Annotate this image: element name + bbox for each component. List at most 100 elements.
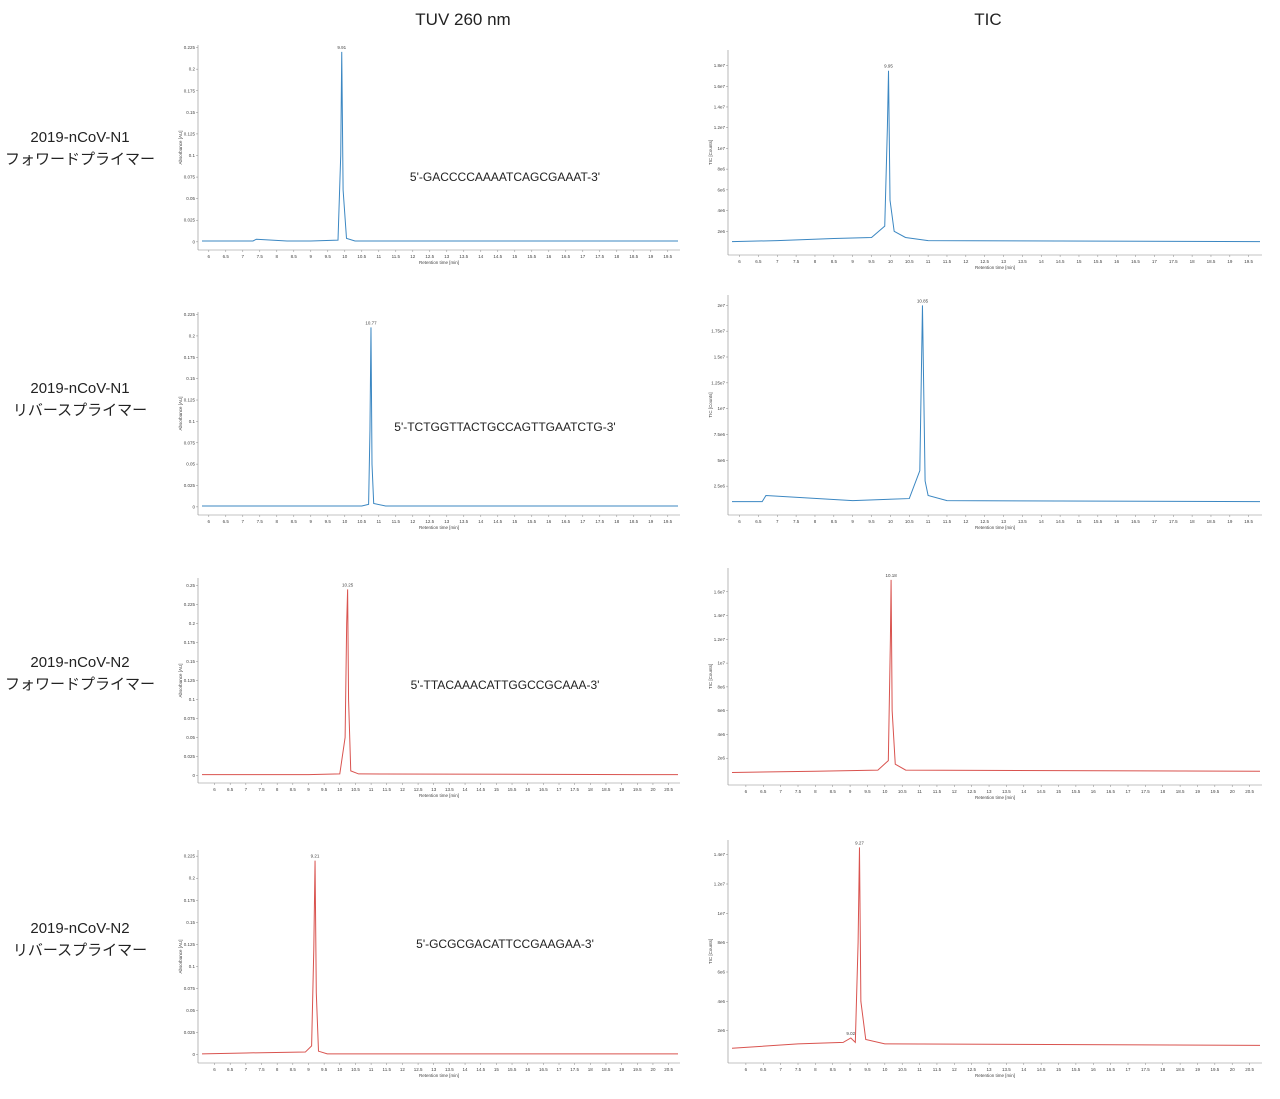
x-tick-label: 16.5: [539, 1067, 548, 1072]
x-tick-label: 8: [814, 259, 817, 264]
x-tick-label: 15.5: [527, 519, 536, 524]
y-tick-label: 0.05: [186, 1008, 195, 1013]
x-tick-label: 6.5: [227, 1067, 234, 1072]
x-tick-label: 11: [369, 787, 374, 792]
x-tick-label: 16: [1114, 259, 1120, 264]
x-tick-label: 18.5: [602, 787, 611, 792]
x-tick-label: 19: [648, 519, 654, 524]
x-tick-label: 20: [1230, 1067, 1236, 1072]
y-tick-label: 1.75e7: [711, 329, 725, 334]
x-tick-label: 17: [1125, 789, 1131, 794]
x-tick-label: 13: [431, 787, 437, 792]
x-tick-label: 17: [580, 254, 586, 259]
peak-label: 10.25: [342, 582, 354, 587]
x-tick-label: 6.5: [227, 787, 234, 792]
x-tick-label: 20.5: [664, 787, 673, 792]
row-label: リバースプライマー: [13, 402, 147, 419]
x-tick-label: 9: [849, 1067, 852, 1072]
x-tick-label: 11.5: [383, 1067, 392, 1072]
y-tick-label: 0.175: [184, 88, 196, 93]
x-tick-label: 10: [337, 1067, 343, 1072]
x-tick-label: 20.5: [1245, 789, 1254, 794]
y-tick-label: 0.1: [189, 964, 196, 969]
x-tick-label: 12.5: [425, 519, 434, 524]
x-tick-label: 11: [926, 519, 931, 524]
x-tick-label: 19: [1195, 1067, 1201, 1072]
x-tick-label: 13: [987, 1067, 993, 1072]
sequence: 5'-GCGCGACATTCCGAAGAA-3': [416, 937, 594, 951]
y-tick-label: 1.6e7: [714, 84, 726, 89]
x-tick-label: 9: [307, 787, 310, 792]
x-tick-label: 8: [814, 789, 817, 794]
y-tick-label: 0.15: [186, 110, 195, 115]
x-tick-label: 17.5: [1169, 519, 1178, 524]
x-tick-label: 10.5: [351, 787, 360, 792]
y-tick-label: 1.6e7: [714, 589, 726, 594]
chromatogram-line: [731, 847, 1261, 1049]
y-tick-label: 0.175: [184, 355, 196, 360]
x-tick-label: 18.5: [1176, 1067, 1185, 1072]
x-tick-label: 7.5: [793, 259, 800, 264]
y-axis-label: TIC [Counts]: [708, 939, 713, 964]
x-tick-label: 20: [1230, 789, 1236, 794]
y-tick-label: 4e6: [717, 208, 725, 213]
x-tick-label: 13.5: [1018, 259, 1027, 264]
x-tick-label: 6.5: [760, 789, 767, 794]
x-tick-label: 11: [917, 1067, 922, 1072]
x-tick-label: 9: [851, 259, 854, 264]
y-tick-label: 0: [192, 504, 195, 509]
y-tick-label: 1.2e7: [714, 125, 726, 130]
y-tick-label: 0.2: [189, 876, 196, 881]
y-tick-label: 0.075: [184, 175, 196, 180]
x-tick-label: 7.5: [257, 254, 264, 259]
x-tick-label: 17.5: [595, 254, 604, 259]
y-tick-label: 0.25: [186, 583, 195, 588]
y-tick-label: 8e6: [717, 167, 725, 172]
x-tick-label: 15: [1056, 789, 1062, 794]
y-tick-label: 2e6: [717, 1028, 725, 1033]
chromatogram-line: [731, 70, 1261, 243]
x-tick-label: 18: [1190, 519, 1196, 524]
x-tick-label: 16.5: [1106, 789, 1115, 794]
x-tick-label: 13: [431, 1067, 437, 1072]
x-tick-label: 10: [888, 519, 894, 524]
x-tick-label: 7: [245, 787, 248, 792]
row-label: 2019-nCoV-N2: [30, 920, 129, 937]
x-tick-label: 14.5: [493, 254, 502, 259]
x-tick-label: 15: [494, 1067, 500, 1072]
x-tick-label: 7.5: [795, 1067, 802, 1072]
x-tick-label: 11.5: [943, 519, 952, 524]
x-tick-label: 12.5: [967, 789, 976, 794]
x-tick-label: 14: [1039, 519, 1045, 524]
x-tick-label: 14.5: [1037, 789, 1046, 794]
x-tick-label: 10.5: [905, 259, 914, 264]
x-tick-label: 8: [814, 519, 817, 524]
y-tick-label: 1.25e7: [711, 380, 725, 385]
x-tick-label: 11.5: [392, 254, 401, 259]
x-tick-label: 12: [952, 1067, 958, 1072]
x-tick-label: 9: [310, 254, 313, 259]
x-tick-label: 13: [444, 519, 450, 524]
x-tick-label: 8.5: [830, 789, 837, 794]
x-tick-label: 13.5: [445, 1067, 454, 1072]
x-tick-label: 6.5: [755, 259, 762, 264]
row-label: 2019-nCoV-N2: [30, 654, 129, 671]
chromatogram-line: [202, 589, 679, 776]
x-tick-label: 7.5: [795, 789, 802, 794]
x-tick-label: 13.5: [1002, 1067, 1011, 1072]
x-tick-label: 12: [963, 259, 969, 264]
x-tick-label: 17: [556, 1067, 562, 1072]
x-tick-label: 18.5: [629, 519, 638, 524]
x-tick-label: 17.5: [1141, 1067, 1150, 1072]
y-tick-label: 1.5e7: [714, 355, 726, 360]
y-tick-label: 0.075: [184, 986, 196, 991]
x-tick-label: 19.5: [1244, 259, 1253, 264]
y-tick-label: 0.025: [184, 483, 196, 488]
x-tick-label: 14: [1021, 789, 1027, 794]
x-tick-label: 12.5: [980, 519, 989, 524]
x-tick-label: 16.5: [1131, 519, 1140, 524]
x-tick-label: 6: [208, 519, 211, 524]
y-axis-label: TIC [Counts]: [708, 664, 713, 689]
x-tick-label: 8.5: [831, 259, 838, 264]
x-tick-label: 11: [926, 259, 931, 264]
